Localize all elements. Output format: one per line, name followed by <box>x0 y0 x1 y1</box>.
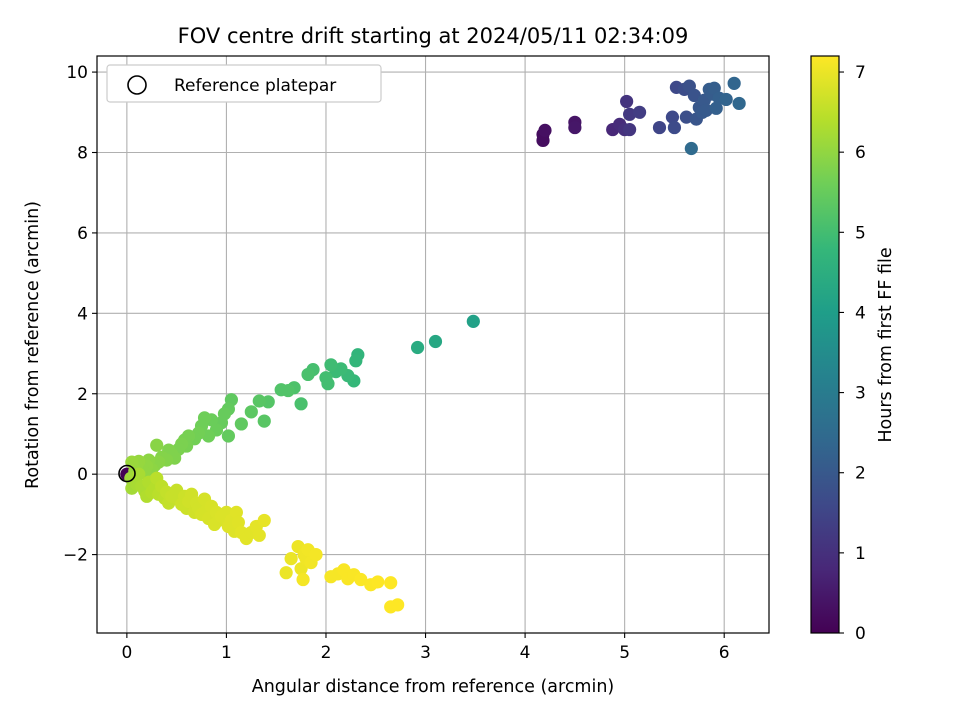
scatter-point <box>623 122 637 137</box>
y-tick-label: −2 <box>63 546 88 566</box>
scatter-point <box>719 92 733 107</box>
scatter-point <box>257 513 271 528</box>
x-tick-label: 0 <box>121 643 132 663</box>
scatter-point <box>229 505 243 519</box>
scatter-point <box>466 314 480 328</box>
scatter-point <box>679 110 693 124</box>
x-tick-label: 1 <box>221 643 232 663</box>
legend-label: Reference platepar <box>174 76 336 96</box>
colorbar-gradient <box>810 55 840 634</box>
colorbar-tick-label: 5 <box>855 223 866 243</box>
y-tick-label: 0 <box>77 465 88 485</box>
y-axis-label: Rotation from reference (arcmin) <box>23 201 43 489</box>
scatter-point <box>284 552 298 566</box>
scatter-point <box>132 467 146 481</box>
scatter-point <box>309 547 323 562</box>
y-tick-label: 8 <box>77 144 88 164</box>
x-tick-label: 5 <box>619 643 630 663</box>
scatter-point <box>252 528 266 542</box>
y-tick-label: 4 <box>77 304 88 324</box>
colorbar-tick-label: 7 <box>855 63 866 83</box>
legend: Reference platepar <box>106 64 382 103</box>
scatter-point <box>665 110 680 124</box>
scatter-point <box>244 405 258 419</box>
scatter-point <box>301 367 315 382</box>
scatter-point <box>257 414 271 428</box>
colorbar-tick-label: 4 <box>855 303 866 323</box>
scatter-point <box>319 371 333 385</box>
scatter-point <box>699 103 713 117</box>
scatter-point <box>324 358 338 372</box>
scatter-point <box>150 438 164 452</box>
scatter-point <box>709 101 723 115</box>
scatter-point <box>274 383 288 397</box>
colorbar-label: Hours from first FF file <box>876 247 896 442</box>
colorbar-tick-label: 3 <box>855 384 866 404</box>
scatter-point <box>707 81 721 95</box>
scatter-point <box>568 120 582 135</box>
scatter-point <box>201 429 216 443</box>
scatter-point <box>538 123 552 137</box>
scatter-point <box>294 562 308 576</box>
colorbar-ticks: 0 1 2 3 4 5 6 7 <box>839 63 866 644</box>
scatter-point <box>684 141 698 156</box>
scatter-point <box>296 572 310 587</box>
scatter-point <box>221 429 236 443</box>
scatter-point <box>536 133 550 148</box>
scatter-point <box>667 120 682 135</box>
scatter-point <box>623 107 637 121</box>
scatter-point <box>632 105 647 119</box>
scatter-point <box>652 120 667 135</box>
scatter-point <box>687 88 701 103</box>
scatter-point <box>252 394 266 408</box>
x-tick-label: 3 <box>420 643 431 663</box>
scatter-point <box>231 515 245 530</box>
x-tick-label: 4 <box>520 643 531 663</box>
scatter-point <box>391 598 405 612</box>
colorbar-tick-label: 1 <box>855 544 866 564</box>
x-axis-label: Angular distance from reference (arcmin) <box>252 677 615 697</box>
colorbar: 0 1 2 3 4 5 6 7 Hours from first FF file <box>810 55 896 644</box>
data-points <box>120 76 746 614</box>
legend-box <box>106 64 382 103</box>
scatter-point <box>349 354 363 368</box>
scatter-point <box>620 94 634 109</box>
scatter-point <box>371 575 385 589</box>
plot-frame <box>96 55 770 634</box>
y-tick-label: 2 <box>77 385 88 405</box>
colorbar-tick-label: 2 <box>855 464 866 484</box>
legend-open-circle-icon <box>127 75 147 95</box>
scatter-point <box>354 572 368 587</box>
y-tick-label: 10 <box>66 63 88 83</box>
x-tick-label: 6 <box>719 643 730 663</box>
scatter-point <box>294 397 308 411</box>
scatter-point <box>428 334 443 349</box>
y-tick-label: 6 <box>77 224 88 244</box>
scatter-point <box>234 417 248 431</box>
scatter-point <box>727 76 741 90</box>
scatter-point <box>279 566 293 580</box>
x-axis-ticks: 0 1 2 3 4 5 6 <box>121 633 730 663</box>
scatter-point <box>732 96 746 111</box>
colorbar-tick-label: 0 <box>855 624 866 644</box>
scatter-point <box>384 576 398 590</box>
grid-lines <box>97 56 769 633</box>
scatter-point <box>410 340 425 355</box>
y-axis-ticks: −2 0 2 4 6 8 10 <box>63 63 97 566</box>
x-tick-label: 2 <box>321 643 332 663</box>
colorbar-tick-label: 6 <box>855 143 866 163</box>
chart-title: FOV centre drift starting at 2024/05/11 … <box>178 24 689 48</box>
reference-platepar-marker <box>118 464 136 483</box>
